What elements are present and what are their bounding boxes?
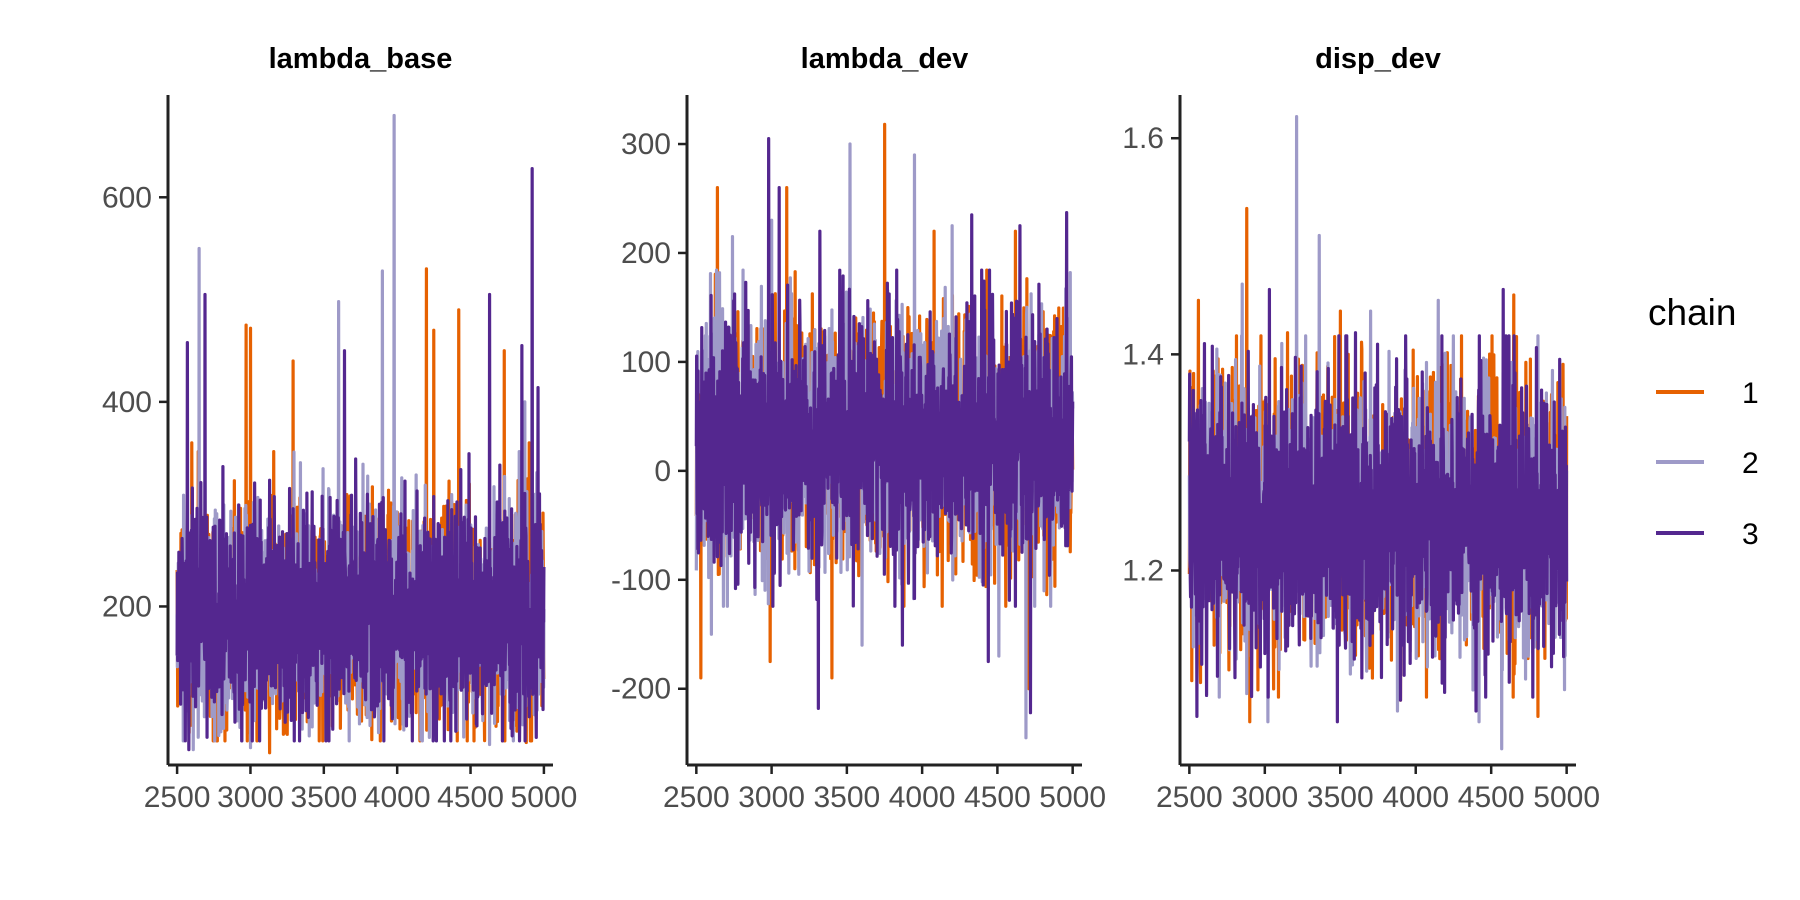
y-tick-label-lambda-dev: 100: [621, 346, 671, 379]
x-tick-label-disp-dev: 3500: [1307, 781, 1374, 814]
legend: chain 1 2 3: [1648, 292, 1759, 551]
traces-lambda-base: [175, 113, 546, 755]
panel-lambda-dev: lambda_dev -200 -100 0 100 200 300 2500 3000 3500…: [611, 43, 1106, 814]
y-tick-label-lambda-dev: -200: [611, 673, 671, 706]
series-line-chain-3-lambda-dev: [694, 136, 1075, 715]
x-tick-label-lambda-base: 3500: [290, 781, 357, 814]
y-tick-label-disp-dev: 1.4: [1122, 338, 1164, 371]
legend-label-chain-2: 2: [1742, 447, 1759, 480]
x-tick-label-disp-dev: 3000: [1231, 781, 1298, 814]
y-tick-label-lambda-dev: -100: [611, 564, 671, 597]
x-tick-label-lambda-base: 3000: [217, 781, 284, 814]
x-tick-label-lambda-dev: 5000: [1039, 781, 1106, 814]
x-tick-label-disp-dev: 2500: [1156, 781, 1223, 814]
legend-label-chain-3: 3: [1742, 518, 1759, 551]
x-tick-label-lambda-base: 2500: [144, 781, 211, 814]
legend-title: chain: [1648, 292, 1736, 333]
x-tick-label-lambda-base: 5000: [511, 781, 578, 814]
series-line-chain-3-lambda-base: [175, 167, 546, 752]
y-tick-label-disp-dev: 1.2: [1122, 554, 1164, 587]
x-tick-label-lambda-dev: 3000: [738, 781, 805, 814]
x-tick-label-lambda-dev: 4500: [964, 781, 1031, 814]
traces-lambda-dev: [694, 122, 1075, 740]
panel-title-disp-dev: disp_dev: [1315, 43, 1441, 75]
panel-lambda-base: lambda_base 200 400 600 2500 3000 3500 4000 4500…: [102, 43, 577, 814]
y-tick-label-lambda-dev: 200: [621, 237, 671, 270]
panel-disp-dev: disp_dev 1.2 1.4 1.6 2500 3000 3500 4000 4500 500…: [1122, 43, 1600, 814]
legend-label-chain-1: 1: [1742, 377, 1759, 410]
x-tick-label-lambda-base: 4500: [437, 781, 504, 814]
x-tick-label-disp-dev: 4500: [1458, 781, 1525, 814]
traces-disp-dev: [1187, 115, 1569, 751]
y-tick-label-lambda-base: 400: [102, 386, 152, 419]
y-tick-label-lambda-base: 600: [102, 181, 152, 214]
y-tick-label-lambda-dev: 0: [654, 455, 671, 488]
panel-title-lambda-dev: lambda_dev: [801, 43, 969, 75]
x-tick-label-lambda-dev: 3500: [813, 781, 880, 814]
x-tick-label-lambda-dev: 4000: [889, 781, 956, 814]
panel-title-lambda-base: lambda_base: [269, 43, 453, 75]
y-tick-label-disp-dev: 1.6: [1122, 122, 1164, 155]
x-tick-label-disp-dev: 5000: [1533, 781, 1600, 814]
y-tick-label-lambda-base: 200: [102, 590, 152, 623]
y-tick-label-lambda-dev: 300: [621, 128, 671, 161]
x-tick-label-lambda-dev: 2500: [663, 781, 730, 814]
x-tick-label-disp-dev: 4000: [1382, 781, 1449, 814]
series-line-chain-3-disp-dev: [1187, 287, 1569, 724]
x-tick-label-lambda-base: 4000: [364, 781, 431, 814]
